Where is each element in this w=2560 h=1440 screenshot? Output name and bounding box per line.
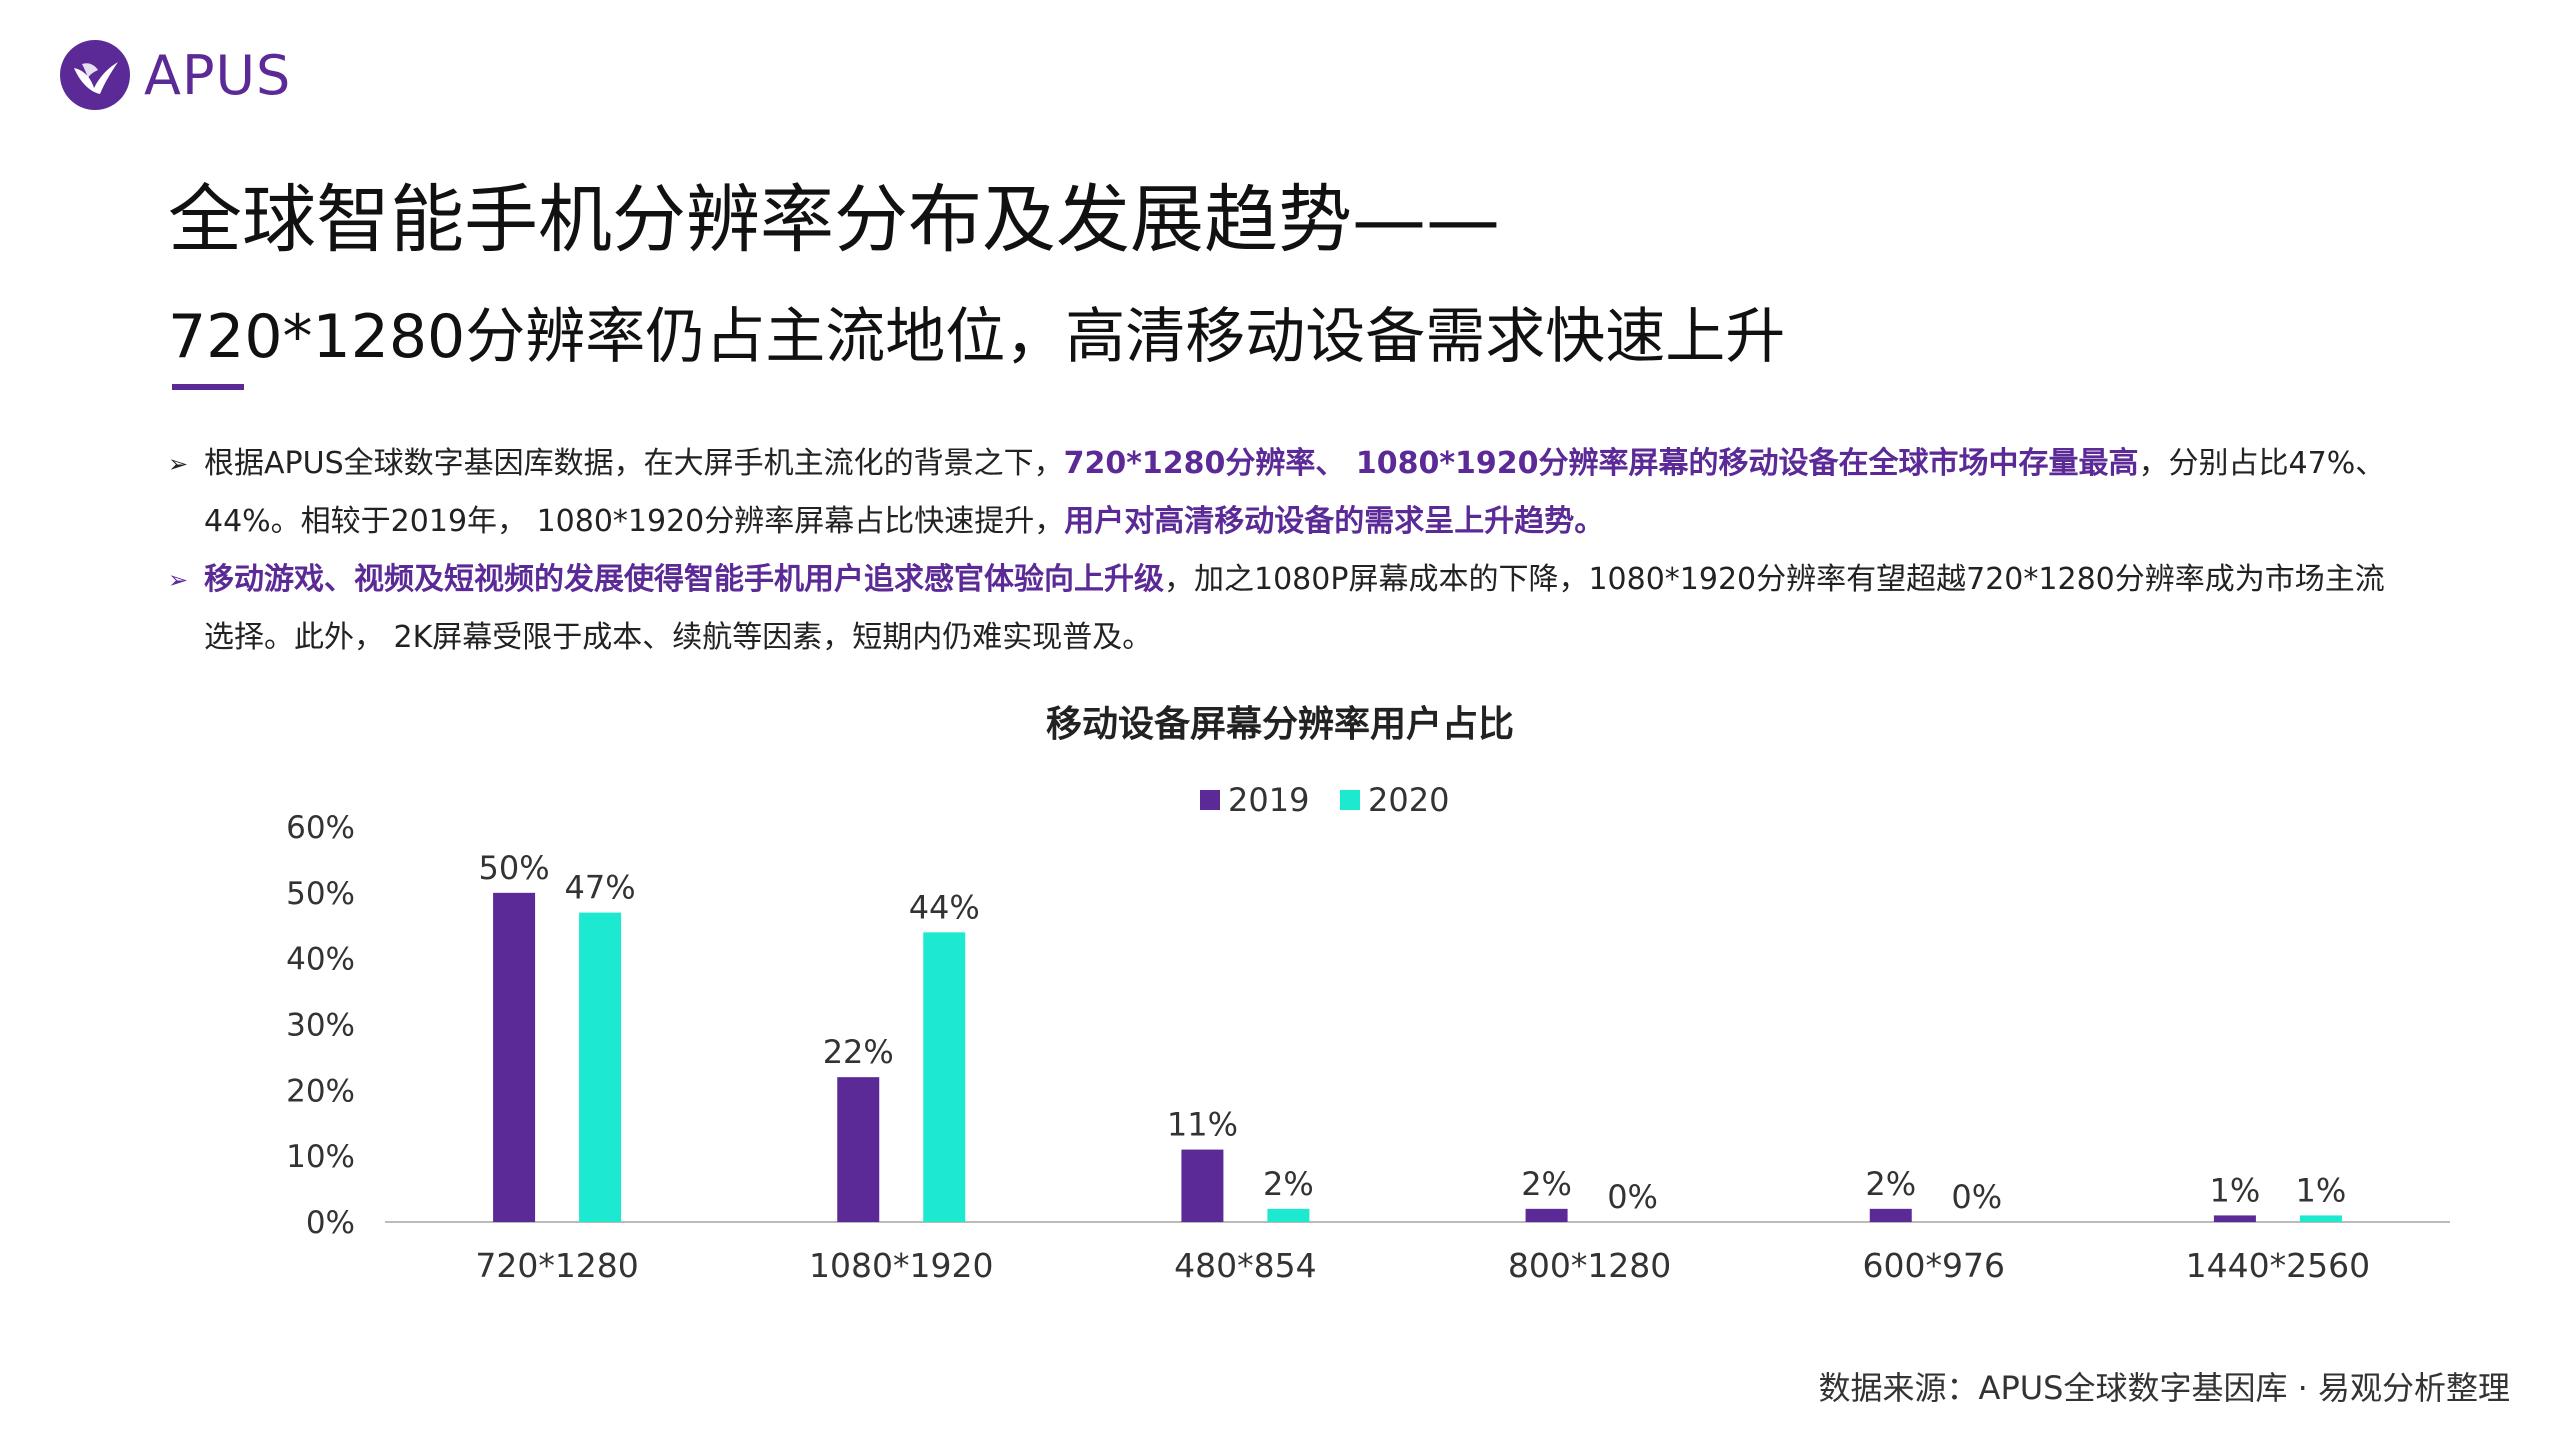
data-label: 0% bbox=[1951, 1178, 2002, 1216]
bar-2020-3 bbox=[1267, 1208, 1310, 1222]
apus-logo: APUS bbox=[60, 40, 291, 110]
bar-2020-6 bbox=[2299, 1215, 2342, 1222]
data-label: 2% bbox=[1263, 1165, 1314, 1203]
data-label: 1% bbox=[2296, 1171, 2347, 1209]
x-tick-label: 800*1280 bbox=[1508, 1246, 1671, 1285]
bullet-arrow-icon: ➢ bbox=[168, 450, 189, 478]
legend-swatch-2019 bbox=[1200, 790, 1220, 810]
data-label: 11% bbox=[1167, 1106, 1238, 1144]
bar-2019-2 bbox=[837, 1077, 880, 1222]
x-tick-label: 480*854 bbox=[1174, 1246, 1316, 1285]
y-tick-label: 10% bbox=[286, 1139, 355, 1175]
data-label: 0% bbox=[1607, 1178, 1658, 1216]
data-label: 50% bbox=[479, 849, 550, 887]
bullet-item-1: ➢ 根据APUS全球数字基因库数据，在大屏手机主流化的背景之下，720*1280分… bbox=[168, 435, 2408, 551]
apus-bird-icon bbox=[60, 40, 130, 110]
y-tick-label: 0% bbox=[306, 1205, 355, 1241]
legend-swatch-2020 bbox=[1340, 790, 1360, 810]
bullet-1-text-b: ，分别占比47%、44%。相较于2019年， 1080*1920分辨率屏幕占比快… bbox=[204, 446, 2386, 539]
x-tick-label: 1080*1920 bbox=[809, 1246, 993, 1285]
bar-2019-1 bbox=[493, 892, 536, 1222]
y-tick-label: 50% bbox=[286, 876, 355, 912]
y-tick-label: 40% bbox=[286, 942, 355, 978]
bullet-1-text-a: 根据APUS全球数字基因库数据，在大屏手机主流化的背景之下， bbox=[204, 446, 1064, 481]
data-label: 22% bbox=[823, 1033, 894, 1071]
bar-2019-4 bbox=[1525, 1208, 1568, 1222]
bar-2019-6 bbox=[2213, 1215, 2256, 1222]
bullet-1-highlight-b: 用户对高清移动设备的需求呈上升趋势。 bbox=[1064, 504, 1605, 539]
x-tick-label: 1440*2560 bbox=[2186, 1246, 2370, 1285]
page-subtitle: 720*1280分辨率仍占主流地位，高清移动设备需求快速上升 bbox=[168, 302, 1786, 372]
x-tick-label: 600*976 bbox=[1863, 1246, 2005, 1285]
bullet-2-text: ，加之1080P屏幕成本的下降，1080*1920分辨率有望超越720*1280… bbox=[204, 562, 2385, 655]
data-label: 2% bbox=[1865, 1165, 1916, 1203]
bullet-list: ➢ 根据APUS全球数字基因库数据，在大屏手机主流化的背景之下，720*1280分… bbox=[168, 435, 2408, 667]
data-label: 47% bbox=[565, 869, 636, 907]
data-source-note: 数据来源：APUS全球数字基因库 · 易观分析整理 bbox=[1818, 1369, 2510, 1407]
bullet-2-highlight: 移动游戏、视频及短视频的发展使得智能手机用户追求感官体验向上升级 bbox=[204, 562, 1164, 597]
bar-2020-2 bbox=[923, 932, 966, 1222]
x-tick-label: 720*1280 bbox=[475, 1246, 638, 1285]
bar-2019-5 bbox=[1869, 1208, 1912, 1222]
title-underline bbox=[172, 384, 244, 390]
legend-label-2020: 2020 bbox=[1368, 781, 1449, 819]
bullet-item-2: ➢ 移动游戏、视频及短视频的发展使得智能手机用户追求感官体验向上升级，加之1080… bbox=[168, 551, 2408, 667]
y-tick-label: 20% bbox=[286, 1073, 355, 1109]
data-label: 2% bbox=[1521, 1165, 1572, 1203]
legend-label-2019: 2019 bbox=[1228, 781, 1309, 819]
bullet-1-highlight-a: 720*1280分辨率、 1080*1920分辨率屏幕的移动设备在全球市场中存量… bbox=[1063, 446, 2139, 481]
data-label: 1% bbox=[2210, 1171, 2261, 1209]
y-tick-label: 60% bbox=[286, 810, 355, 846]
bar-2019-3 bbox=[1181, 1149, 1224, 1222]
data-label: 44% bbox=[909, 888, 980, 926]
y-tick-label: 30% bbox=[286, 1008, 355, 1044]
chart-title: 移动设备屏幕分辨率用户占比 bbox=[1045, 704, 1514, 745]
bar-2020-1 bbox=[579, 912, 622, 1222]
bullet-arrow-icon: ➢ bbox=[168, 566, 189, 594]
apus-logo-text: APUS bbox=[144, 43, 292, 107]
page-title: 全球智能手机分辨率分布及发展趋势—— bbox=[168, 177, 1500, 263]
